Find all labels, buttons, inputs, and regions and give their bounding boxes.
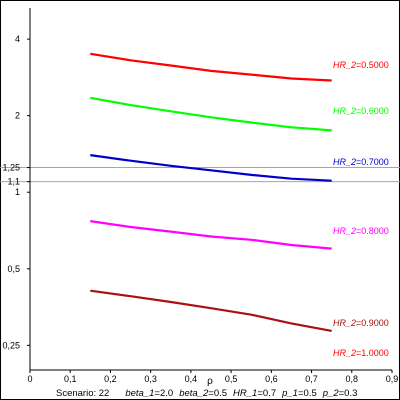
series-line-1 <box>90 96 332 132</box>
reference-lines <box>0 167 400 183</box>
scenario-label: Scenario: 22 <box>56 388 109 399</box>
series-equals: = <box>356 157 361 167</box>
series-name: HR_2 <box>333 157 356 167</box>
y-tick-label: 1 <box>15 187 20 197</box>
series-value: 0.9000 <box>361 318 389 328</box>
series-value: 0.8000 <box>361 226 389 236</box>
series-value: 1.0000 <box>361 348 389 358</box>
series-label-5: HR_2=1.0000 <box>333 348 389 358</box>
x-tick-label: 0,7 <box>305 374 318 384</box>
series-value: 0.6000 <box>361 106 389 116</box>
param-equals: = <box>154 388 160 399</box>
series-value: 0.7000 <box>361 157 389 167</box>
param-name: p_2 <box>322 388 340 399</box>
param-name: beta_1 <box>125 388 154 399</box>
x-tick-label: 0 <box>27 374 32 384</box>
series-equals: = <box>356 348 361 358</box>
x-tick-label: 0,8 <box>346 374 359 384</box>
y-tick-label: 0,5 <box>7 264 20 274</box>
series-labels: HR_2=0.5000HR_2=0.6000HR_2=0.7000HR_2=0.… <box>333 60 389 358</box>
series-name: HR_2 <box>333 60 356 70</box>
series-label-2: HR_2=0.7000 <box>333 157 389 167</box>
series-equals: = <box>356 318 361 328</box>
series-name: HR_2 <box>333 348 356 358</box>
series-equals: = <box>356 60 361 70</box>
y-tick-label: 0,25 <box>2 340 20 350</box>
x-tick-label: 0,9 <box>386 374 399 384</box>
param-value: 2.0 <box>160 388 173 399</box>
series-name: HR_2 <box>333 318 356 328</box>
param-value: 0.5 <box>214 388 227 399</box>
series-equals: = <box>356 106 361 116</box>
series-value: 0.5000 <box>361 60 389 70</box>
x-tick-label: 0,1 <box>64 374 77 384</box>
x-tick-label: 0,5 <box>225 374 238 384</box>
series-label-0: HR_2=0.5000 <box>333 60 389 70</box>
y-tick-label: 4 <box>15 34 20 44</box>
param-value: 0.5 <box>304 388 317 399</box>
x-tick-label: 0,2 <box>104 374 117 384</box>
scenario-caption: Scenario: 22 beta_1=2.0 beta_2=0.5 HR_1=0.7… <box>56 388 357 399</box>
param-equals: = <box>257 388 263 399</box>
series-equals: = <box>356 226 361 236</box>
param-value: 0.7 <box>263 388 276 399</box>
x-tick-label: 0,3 <box>144 374 157 384</box>
x-axis-label: ρ <box>207 376 213 387</box>
axes <box>29 8 392 371</box>
param-equals: = <box>298 388 304 399</box>
y-tick-label: 1,1 <box>7 177 20 187</box>
series-name: HR_2 <box>333 226 356 236</box>
y-ticks: 0,25 0,5 11,1 1,25 2 4 <box>2 34 30 350</box>
series-line-3 <box>90 220 332 250</box>
series-label-4: HR_2=0.9000 <box>333 318 389 328</box>
series-line-4 <box>90 289 332 332</box>
series-label-1: HR_2=0.6000 <box>333 106 389 116</box>
series-line-2 <box>90 154 332 182</box>
series-name: HR_2 <box>333 106 356 116</box>
param-equals: = <box>339 388 345 399</box>
x-tick-label: 0,4 <box>185 374 198 384</box>
series <box>90 52 332 332</box>
x-tick-label: 0,6 <box>265 374 278 384</box>
param-name: p_1 <box>281 388 298 399</box>
series-label-3: HR_2=0.8000 <box>333 226 389 236</box>
y-tick-label: 1,25 <box>2 163 20 173</box>
series-line-0 <box>90 52 332 82</box>
param-name: beta_2 <box>179 388 209 399</box>
param-equals: = <box>208 388 214 399</box>
x-ticks: 0 0,1 0,2 0,3 0,4 0,5 0,6 0,7 0,8 0,9 <box>27 370 398 384</box>
y-tick-label: 2 <box>15 111 20 121</box>
param-value: 0.3 <box>344 388 357 399</box>
param-name: HR_1 <box>233 388 257 399</box>
